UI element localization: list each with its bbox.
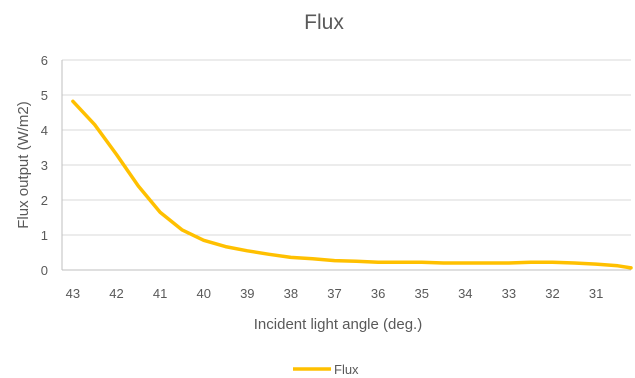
- chart-title: Flux: [304, 11, 344, 34]
- y-tick-labels: 0 1 2 3 4 5 6: [41, 53, 48, 278]
- y-tick-2: 2: [41, 193, 48, 208]
- x-tick-42: 42: [109, 286, 123, 301]
- y-tick-1: 1: [41, 228, 48, 243]
- x-tick-32: 32: [545, 286, 559, 301]
- y-axis-label: Flux output (W/m2): [15, 101, 32, 229]
- x-tick-36: 36: [371, 286, 385, 301]
- x-tick-34: 34: [458, 286, 472, 301]
- legend: Flux: [293, 362, 359, 377]
- y-tick-6: 6: [41, 53, 48, 68]
- x-tick-37: 37: [327, 286, 341, 301]
- y-tick-0: 0: [41, 263, 48, 278]
- series-lines: [71, 99, 633, 270]
- y-tick-5: 5: [41, 88, 48, 103]
- x-tick-39: 39: [240, 286, 254, 301]
- gridlines: [61, 59, 631, 271]
- series-line-flux: [71, 99, 633, 270]
- x-tick-43: 43: [66, 286, 80, 301]
- x-tick-35: 35: [414, 286, 428, 301]
- legend-label-flux: Flux: [334, 362, 359, 377]
- x-tick-38: 38: [284, 286, 298, 301]
- x-tick-33: 33: [502, 286, 516, 301]
- y-tick-4: 4: [41, 123, 48, 138]
- x-axis-label: Incident light angle (deg.): [254, 316, 422, 333]
- x-tick-labels: 434241403938373635343332313: [66, 286, 604, 301]
- y-tick-3: 3: [41, 158, 48, 173]
- x-tick-41: 41: [153, 286, 167, 301]
- x-tick-31: 31: [589, 286, 603, 301]
- x-tick-40: 40: [196, 286, 210, 301]
